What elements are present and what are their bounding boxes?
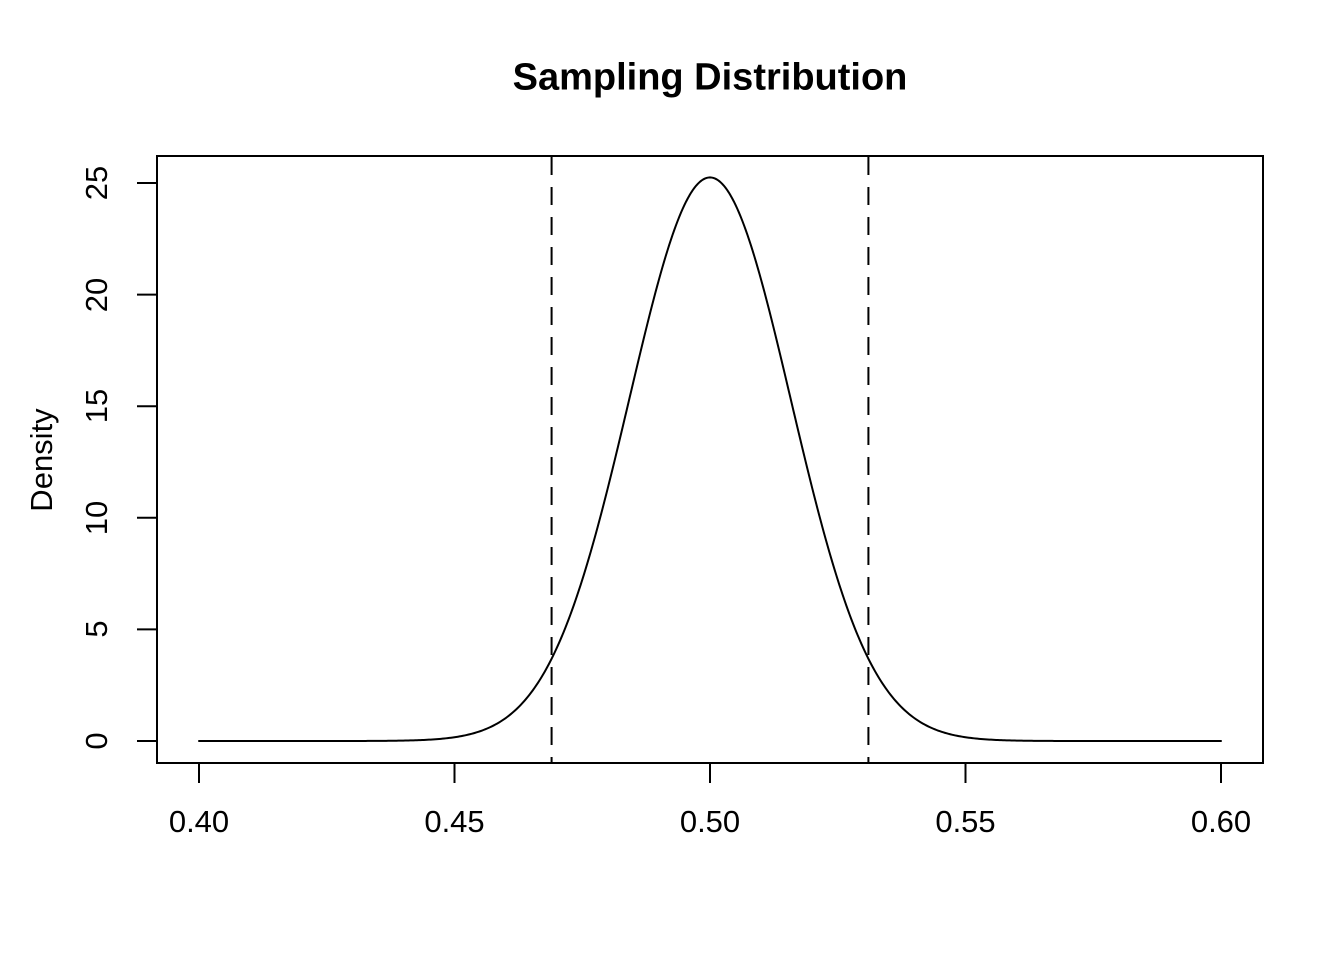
x-tick-label: 0.40 xyxy=(168,804,230,839)
y-tick-label: 20 xyxy=(79,277,114,312)
y-axis-label: Density xyxy=(24,408,59,512)
x-tick-label: 0.60 xyxy=(1190,804,1252,839)
density-curve xyxy=(198,176,1222,742)
ci-vlines-layer xyxy=(550,157,870,762)
x-tick-label: 0.55 xyxy=(935,804,996,839)
curve-layer xyxy=(198,176,1222,742)
y-tick-label: 0 xyxy=(79,732,114,750)
axes-frame-layer xyxy=(137,155,1264,783)
y-tick-label: 15 xyxy=(79,388,114,424)
x-tick-label: 0.50 xyxy=(679,804,741,839)
plot-box xyxy=(156,155,1264,764)
y-tick-label: 25 xyxy=(79,165,114,201)
chart-title: Sampling Distribution xyxy=(512,56,908,99)
y-tick-label: 5 xyxy=(79,620,114,639)
y-tick-label: 10 xyxy=(79,500,114,536)
x-tick-label: 0.45 xyxy=(424,804,485,839)
